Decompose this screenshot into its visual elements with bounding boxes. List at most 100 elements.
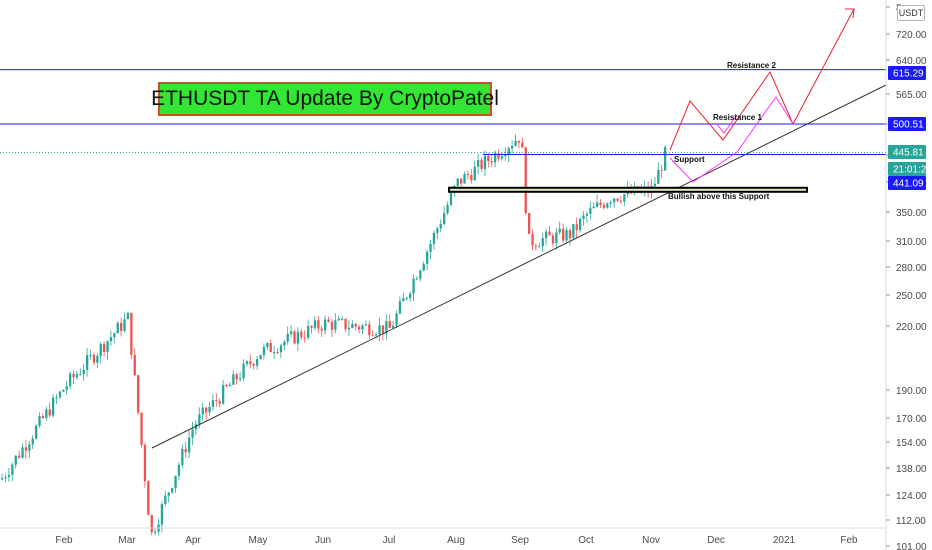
price-axis[interactable]: 8720.00640.00565.00500.00445.00400.00350… [886,3,927,550]
y-tick-label: 154.00 [896,438,927,449]
candle [351,323,354,328]
candle [130,312,133,355]
candle [426,251,429,264]
y-tick-label: 138.00 [896,464,927,475]
y-tick-label: 124.00 [896,491,927,502]
candle [364,324,368,326]
candle [89,354,92,356]
candle [201,407,204,415]
candle [215,400,218,402]
candle [599,202,602,206]
candle [147,481,150,516]
candle [120,322,123,331]
price-badges: 615.29 500.51 445.81 21:01:23 441.09 [888,66,932,190]
candle [72,373,75,378]
candle [133,354,136,376]
candle [528,213,531,234]
candle [150,515,153,533]
time-axis[interactable]: Feb Mar Apr May Jun Jul Aug Sep Oct Nov Dec 2021 Feb [55,535,858,546]
candle [143,444,147,482]
candle [463,174,466,184]
candle [327,319,330,322]
candle [592,206,595,209]
candle [188,437,191,453]
price-badge [888,176,926,190]
candle [106,341,109,352]
candle [225,385,228,387]
x-tick-label: Jul [383,535,396,546]
candle [140,412,143,445]
candle [313,320,317,328]
candle [109,337,113,342]
candle [7,474,11,478]
candle [266,343,269,348]
candle [75,374,79,378]
candle [585,213,589,216]
candle [137,375,140,413]
candle [116,322,119,334]
price-badge-label: 21:01:23 [893,165,932,176]
candle [296,331,300,344]
candle [344,318,347,330]
candle [419,270,422,279]
candle [283,341,286,346]
candle [276,352,279,354]
candle [38,416,41,426]
candle [660,169,663,171]
x-tick-label: Mar [118,535,136,546]
x-tick-label: Aug [447,535,465,546]
price-badge-label: 445.81 [893,148,924,159]
x-tick-label: Feb [840,535,858,546]
candle [392,325,395,328]
currency-label[interactable]: USDT [897,5,925,21]
candle [534,245,538,247]
candle [239,378,242,380]
bullish-label: Bullish above this Support [668,192,770,201]
candle [211,400,215,407]
candle [409,293,412,298]
y-tick-label: 112.00 [896,516,926,527]
candle [545,231,548,239]
candle [286,333,289,342]
candle [310,326,313,328]
candle [65,386,68,390]
candle [181,448,184,465]
candle [324,319,327,331]
candle [245,361,249,364]
candle [551,235,555,244]
candle [307,326,310,338]
candle [385,320,388,334]
candle [436,228,439,233]
candle [466,174,470,176]
candle [58,391,62,398]
candle [521,142,524,148]
x-tick-label: Jun [315,535,331,546]
candle [123,319,126,331]
y-tick-label: 350.00 [896,208,927,219]
candle [154,531,157,533]
candle [249,361,252,365]
y-tick-label: 310.00 [896,237,927,248]
candle [579,218,582,231]
candle [52,397,55,416]
candle [443,213,446,225]
candle [565,230,568,241]
candle [657,169,660,184]
candle [375,334,378,336]
candle [18,455,21,458]
candle [259,355,262,360]
projection-magenta [669,96,794,183]
candle [531,233,534,246]
candle [48,409,51,416]
candle [514,140,517,146]
price-badge-label: 500.51 [893,120,924,131]
candle [402,298,405,302]
candle [449,192,453,205]
candle [381,325,385,334]
candles [1,134,667,536]
trendline [151,84,887,449]
candle [548,231,551,236]
candle [483,155,487,170]
candle [320,328,323,331]
